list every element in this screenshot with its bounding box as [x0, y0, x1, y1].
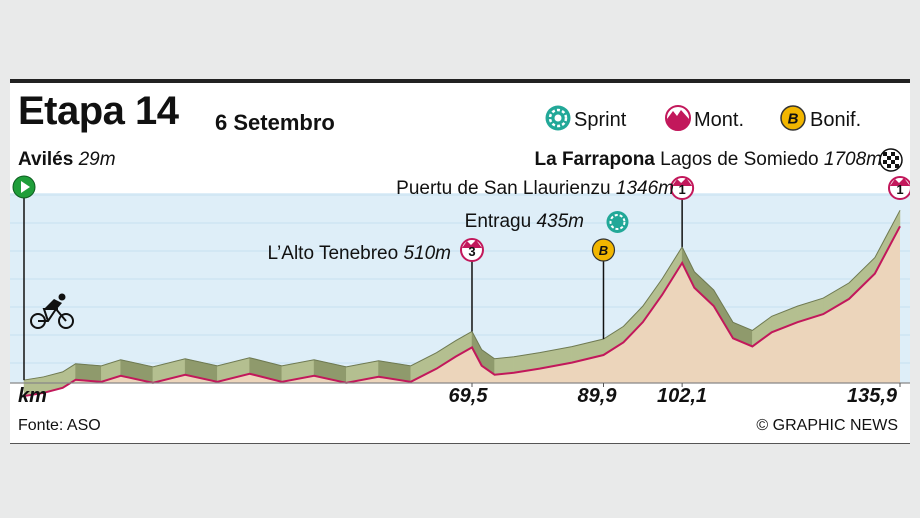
- profile-ridge-outline: [23, 210, 901, 381]
- start-altitude: 29m: [78, 149, 116, 170]
- checker-square: [883, 160, 887, 164]
- credit-note: © GRAPHIC NEWS: [756, 417, 898, 434]
- climb-label-san-llaurienzu: Puertu de San Llaurienzu 1346m: [396, 178, 674, 199]
- finish-mountain-cat-1-icon: 1: [888, 176, 910, 200]
- km-mark-89-9: 89,9: [577, 385, 617, 407]
- km-mark-69-5: 69,5: [448, 385, 488, 407]
- km-mark-135-9: 135,9: [846, 385, 898, 407]
- mountain-cat-1-icon: 1: [670, 176, 695, 200]
- finish-altitude: 1708m: [823, 149, 882, 170]
- checker-square: [891, 160, 895, 164]
- climb-label-alto-tenebreo: L’Alto Tenebreo 510m: [267, 243, 451, 264]
- profile-face: [24, 226, 900, 397]
- bonus-letter: B: [788, 111, 799, 128]
- start-label: Avilés 29m: [18, 149, 116, 171]
- stage-date: 6 Setembro: [215, 110, 335, 135]
- checker-square: [895, 164, 899, 168]
- checker-square: [891, 152, 895, 156]
- mountain-icon: [665, 105, 691, 131]
- legend-bonus-label: Bonif.: [810, 109, 862, 131]
- legend-mountain-label: Mont.: [694, 109, 745, 131]
- cyclist-icon: [30, 293, 74, 329]
- checker-square: [887, 164, 891, 168]
- bonus-marker-icon: [591, 238, 616, 262]
- checker-square: [887, 156, 891, 160]
- stage-title: Etapa 14: [18, 89, 179, 133]
- category-number: 1: [679, 182, 686, 197]
- climb-label-entragu: Entragu 435m: [464, 211, 584, 232]
- profile-line: [23, 225, 901, 398]
- source-note: Fonte: ASO: [18, 417, 101, 434]
- category-number: 3: [468, 244, 475, 259]
- play-arrow-icon: [21, 181, 30, 193]
- finish-place: Lagos de Somiedo: [660, 149, 819, 170]
- checker-square: [895, 156, 899, 160]
- checker-square: [883, 152, 887, 156]
- axis-unit-label: km: [18, 385, 47, 407]
- mountain-cat-3-icon: 3: [459, 238, 484, 262]
- elevation-chart: 3 B 1 1: [10, 148, 910, 398]
- finish-label: La Farrapona Lagos de Somiedo 1708m: [535, 149, 883, 171]
- legend-sprint-label: Sprint: [574, 109, 627, 131]
- bonus-icon: B: [780, 105, 806, 131]
- bonus-marker-letter: B: [599, 243, 608, 258]
- finish-name: La Farrapona: [534, 149, 655, 170]
- km-mark-102-1: 102,1: [656, 385, 708, 407]
- start-name: Avilés: [18, 149, 74, 170]
- sprint-icon: [545, 105, 571, 131]
- category-number: 1: [896, 182, 903, 197]
- sprint-marker-ring: [609, 214, 626, 230]
